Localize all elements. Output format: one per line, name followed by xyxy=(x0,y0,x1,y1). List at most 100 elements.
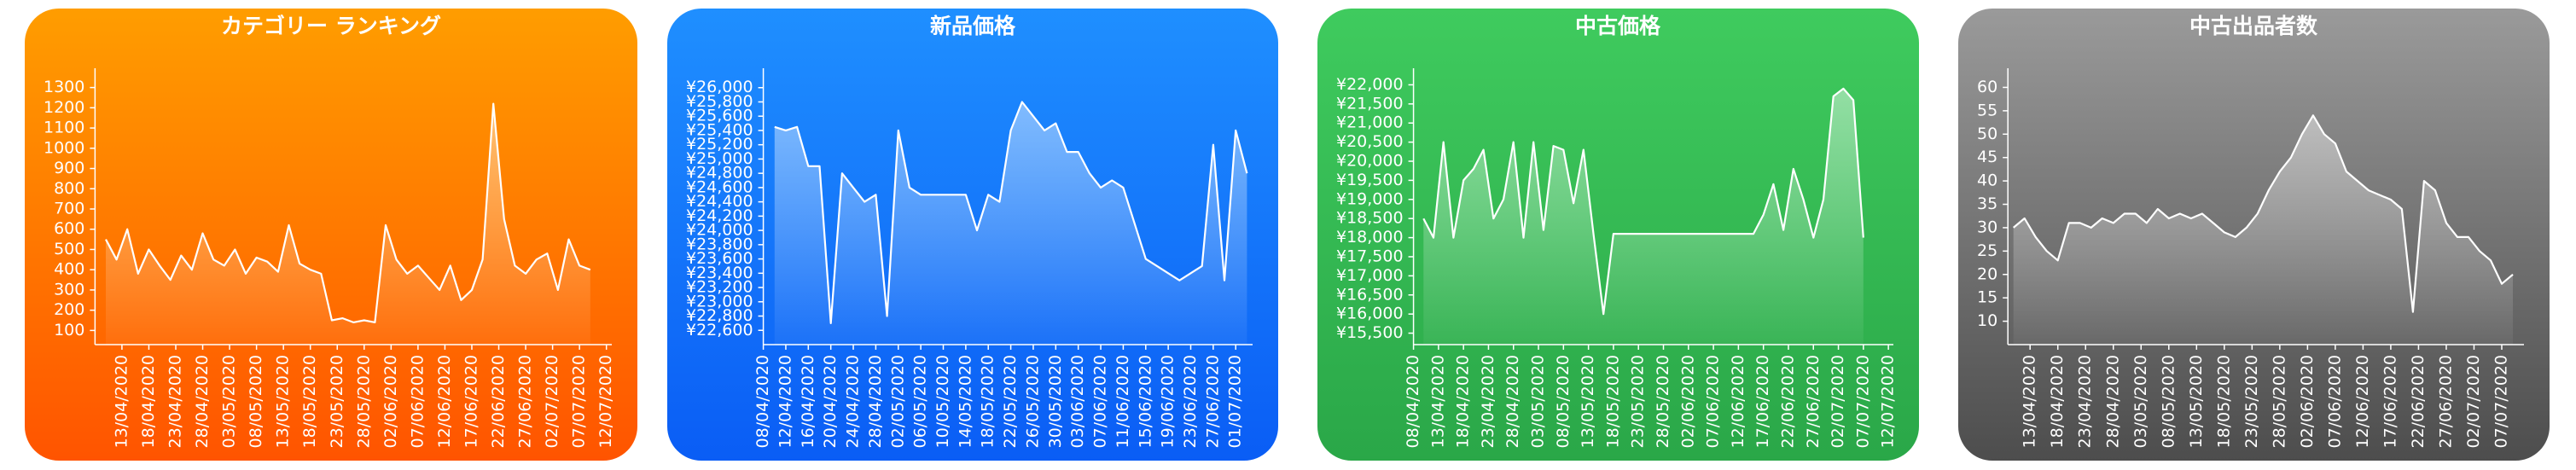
x-tick-label: 27/06/2020 xyxy=(1804,355,1823,449)
x-tick-label: 07/06/2020 xyxy=(1704,355,1723,449)
y-tick-label: 1200 xyxy=(44,98,84,117)
y-tick-label: 600 xyxy=(54,219,84,238)
x-tick-label: 28/05/2020 xyxy=(1654,355,1672,449)
y-tick-label: 60 xyxy=(1977,78,1997,96)
x-tick-label: 13/04/2020 xyxy=(112,355,131,449)
x-tick-label: 14/05/2020 xyxy=(956,355,974,449)
x-tick-label: 07/06/2020 xyxy=(408,355,427,449)
y-tick-label: ¥18,500 xyxy=(1336,209,1404,228)
x-tick-label: 12/06/2020 xyxy=(435,355,454,449)
x-tick-label: 22/06/2020 xyxy=(1778,355,1797,449)
x-tick-label: 02/07/2020 xyxy=(1829,355,1847,449)
x-tick-label: 13/05/2020 xyxy=(2187,355,2206,449)
y-tick-label: 200 xyxy=(54,300,84,319)
y-tick-label: ¥21,000 xyxy=(1336,113,1404,132)
x-tick-label: 17/06/2020 xyxy=(2381,355,2399,449)
x-tick-label: 28/04/2020 xyxy=(2103,355,2122,449)
x-tick-label: 08/04/2020 xyxy=(753,355,772,449)
x-tick-label: 22/05/2020 xyxy=(1001,355,1020,449)
x-tick-label: 11/06/2020 xyxy=(1114,355,1132,449)
y-tick-label: ¥20,500 xyxy=(1336,132,1404,151)
y-tick-label: ¥23,400 xyxy=(686,264,753,282)
y-tick-label: 20 xyxy=(1977,264,1997,283)
x-tick-label: 13/05/2020 xyxy=(274,355,293,449)
y-tick-label: 700 xyxy=(54,200,84,218)
y-tick-label: 1100 xyxy=(44,119,84,137)
area xyxy=(1423,88,1864,345)
x-tick-label: 18/04/2020 xyxy=(139,355,158,449)
y-tick-label: ¥24,600 xyxy=(686,177,753,196)
x-tick-label: 26/05/2020 xyxy=(1023,355,1042,449)
x-tick-label: 18/05/2020 xyxy=(1603,355,1622,449)
x-tick-label: 07/07/2020 xyxy=(1853,355,1872,449)
x-tick-label: 08/05/2020 xyxy=(2159,355,2178,449)
x-tick-label: 07/06/2020 xyxy=(1091,355,1110,449)
y-tick-label: ¥16,000 xyxy=(1336,305,1404,323)
chart-title: 新品価格 xyxy=(930,14,1016,38)
chart-title: 中古価格 xyxy=(1575,14,1661,38)
x-tick-label: 23/05/2020 xyxy=(328,355,346,449)
x-tick-label: 22/06/2020 xyxy=(2409,355,2428,449)
x-tick-label: 02/05/2020 xyxy=(888,355,907,449)
x-tick-label: 23/05/2020 xyxy=(1629,355,1648,449)
x-tick-label: 12/06/2020 xyxy=(2353,355,2372,449)
y-tick-label: ¥23,200 xyxy=(686,278,753,297)
x-tick-label: 12/07/2020 xyxy=(596,355,615,449)
x-tick-label: 23/06/2020 xyxy=(1181,355,1200,449)
y-tick-label: 1300 xyxy=(44,78,84,96)
x-tick-label: 12/04/2020 xyxy=(776,355,794,449)
x-tick-label: 28/04/2020 xyxy=(866,355,885,449)
x-tick-label: 01/07/2020 xyxy=(1226,355,1245,449)
y-tick-label: ¥23,800 xyxy=(686,235,753,253)
y-tick-label: 100 xyxy=(54,321,84,339)
y-tick-label: ¥22,600 xyxy=(686,321,753,339)
area xyxy=(106,103,590,345)
x-tick-label: 27/06/2020 xyxy=(516,355,535,449)
y-tick-label: ¥18,000 xyxy=(1336,228,1404,247)
y-tick-label: ¥17,500 xyxy=(1336,247,1404,265)
x-tick-label: 18/04/2020 xyxy=(1454,355,1473,449)
y-tick-label: ¥24,200 xyxy=(686,206,753,225)
line xyxy=(2012,114,2514,313)
x-tick-label: 18/04/2020 xyxy=(2048,355,2067,449)
y-tick-label: ¥24,000 xyxy=(686,221,753,240)
x-tick-label: 28/05/2020 xyxy=(354,355,373,449)
y-tick-label: ¥23,600 xyxy=(686,249,753,268)
x-tick-label: 23/04/2020 xyxy=(2076,355,2095,449)
x-tick-label: 17/06/2020 xyxy=(462,355,480,449)
x-tick-label: 13/04/2020 xyxy=(2021,355,2039,449)
x-tick-label: 22/06/2020 xyxy=(489,355,508,449)
y-tick-label: ¥26,000 xyxy=(686,78,753,96)
y-tick-label: ¥21,500 xyxy=(1336,94,1404,113)
y-tick-label: 25 xyxy=(1977,241,1997,260)
y-tick-label: 300 xyxy=(54,280,84,299)
x-tick-label: 03/05/2020 xyxy=(220,355,239,449)
y-tick-label: ¥23,000 xyxy=(686,292,753,310)
chart-title: 中古出品者数 xyxy=(2189,14,2318,38)
y-tick-label: 800 xyxy=(54,179,84,198)
x-tick-label: 08/05/2020 xyxy=(1554,355,1573,449)
x-tick-label: 08/04/2020 xyxy=(1404,355,1422,449)
y-tick-label: ¥25,800 xyxy=(686,92,753,111)
x-tick-label: 27/06/2020 xyxy=(1203,355,1222,449)
y-tick-label: 400 xyxy=(54,260,84,279)
x-tick-label: 28/04/2020 xyxy=(193,355,212,449)
y-tick-label: ¥22,000 xyxy=(1336,75,1404,94)
x-tick-label: 06/05/2020 xyxy=(911,355,930,449)
y-tick-label: 10 xyxy=(1977,311,1997,330)
y-tick-label: ¥25,400 xyxy=(686,120,753,139)
y-tick-label: ¥22,800 xyxy=(686,306,753,325)
y-tick-label: 15 xyxy=(1977,288,1997,307)
x-tick-label: 23/04/2020 xyxy=(166,355,184,449)
y-tick-label: ¥25,200 xyxy=(686,135,753,154)
card xyxy=(25,9,637,461)
y-tick-label: ¥25,000 xyxy=(686,149,753,168)
x-tick-label: 23/05/2020 xyxy=(2242,355,2261,449)
x-tick-label: 30/05/2020 xyxy=(1046,355,1065,449)
y-tick-label: ¥17,000 xyxy=(1336,266,1404,285)
y-tick-label: ¥16,500 xyxy=(1336,285,1404,304)
y-tick-label: ¥24,400 xyxy=(686,192,753,211)
x-tick-label: 03/05/2020 xyxy=(1529,355,1548,449)
x-tick-label: 08/05/2020 xyxy=(247,355,265,449)
x-tick-label: 02/06/2020 xyxy=(1678,355,1697,449)
